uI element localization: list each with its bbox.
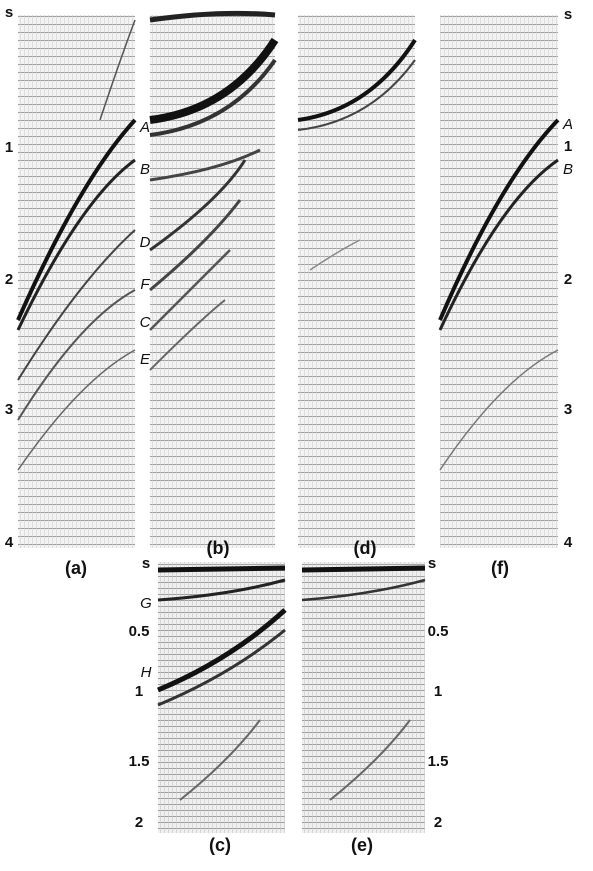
tick-label: 1.5 [428, 753, 449, 770]
tick-label: 1 [564, 138, 572, 155]
panel-label: (e) [351, 835, 373, 855]
axis-unit: s [564, 6, 572, 23]
axis-unit: s [142, 555, 150, 572]
panel-label: (f) [491, 558, 509, 578]
event-label: H [141, 664, 152, 681]
tick-label: 3 [564, 401, 572, 418]
tick-label: 2 [135, 814, 143, 831]
axis-unit: s [428, 555, 436, 572]
event-label: B [140, 161, 150, 178]
event-label: E [140, 351, 151, 368]
tick-label: 1 [5, 139, 13, 156]
event-label: G [140, 595, 152, 612]
panel-d [297, 15, 417, 548]
panel-label: (b) [207, 538, 230, 558]
event-label: C [140, 314, 151, 331]
panel-e [301, 562, 426, 833]
tick-label: 4 [5, 534, 14, 551]
tick-label: 2 [434, 814, 442, 831]
event-label: A [139, 119, 150, 136]
panel-f [438, 15, 560, 548]
panel-label: (d) [354, 538, 377, 558]
panel-c [157, 562, 287, 833]
event-label: A [562, 116, 573, 133]
tick-label: 3 [5, 401, 13, 418]
tick-label: 0.5 [129, 623, 150, 640]
panel-label: (c) [209, 835, 231, 855]
tick-label: 0.5 [428, 623, 449, 640]
axis-unit: s [5, 4, 13, 21]
tick-label: 2 [5, 271, 13, 288]
panel-label: (a) [65, 558, 87, 578]
tick-label: 1.5 [129, 753, 150, 770]
tick-label: 1 [135, 683, 143, 700]
panel-a [16, 15, 137, 548]
event-label: D [140, 234, 151, 251]
event-label: B [563, 161, 573, 178]
tick-label: 4 [564, 534, 573, 551]
event-label: F [140, 276, 150, 293]
tick-label: 2 [564, 271, 572, 288]
tick-label: 1 [434, 683, 442, 700]
panel-b [149, 10, 279, 548]
